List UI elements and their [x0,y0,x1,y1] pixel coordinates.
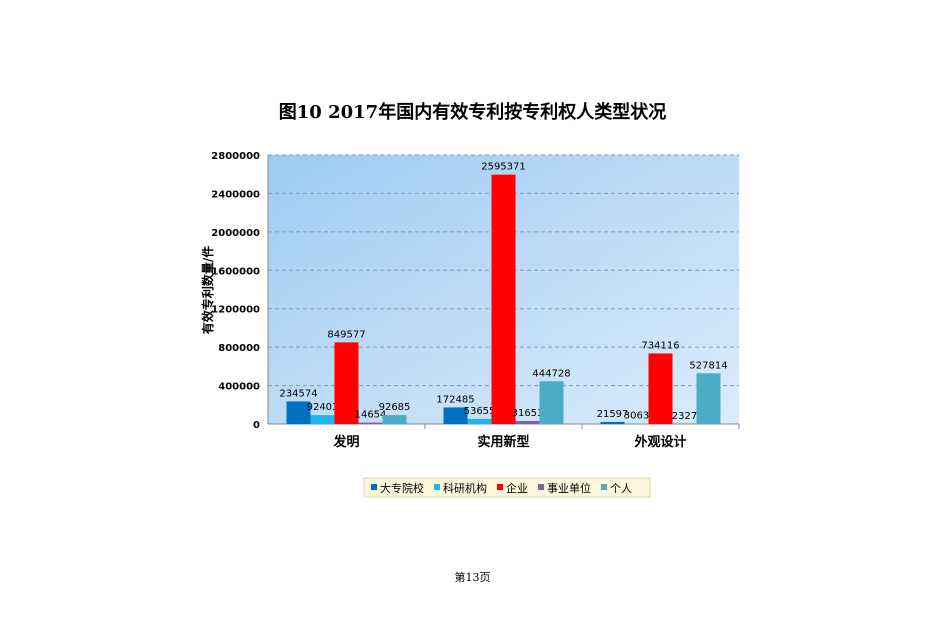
page-number: 第13页 [454,571,491,584]
data-label: 21597 [597,409,629,420]
data-label: 31653 [512,408,544,419]
bar [467,418,492,424]
data-label: 3063 [624,411,649,422]
bar [515,420,540,424]
y-tick-label: 800000 [218,343,260,354]
legend-label: 企业 [506,481,528,495]
data-label: 92403 [307,402,339,413]
legend-swatch [538,484,544,490]
data-label: 2327 [672,411,697,422]
y-tick-label: 1200000 [211,305,260,316]
legend-label: 科研机构 [443,481,487,495]
data-label: 734116 [641,340,679,351]
chart-title: 图10 2017年国内有效专利按专利权人类型状况 [278,102,667,123]
legend-label: 事业单位 [547,481,591,495]
bar [600,421,625,424]
bar [358,422,383,424]
data-label: 234574 [279,388,317,399]
bar [286,401,311,424]
data-label: 172485 [436,394,474,405]
data-label: 2595371 [481,162,526,173]
y-tick-label: 0 [253,420,260,431]
data-label: 53655 [464,406,496,417]
legend-label: 个人 [610,482,632,495]
x-tick-label: 发明 [332,434,359,450]
legend-label: 大专院校 [380,481,424,495]
y-tick-label: 2000000 [211,228,260,239]
bar [491,174,516,424]
y-tick-label: 2400000 [211,189,260,200]
bar [443,407,468,424]
data-label: 92685 [379,402,411,413]
y-tick-label: 400000 [218,382,260,393]
legend [363,477,651,498]
legend-swatch [371,484,377,490]
bar [382,415,407,424]
bar [310,415,335,424]
data-label: 14654 [355,410,387,421]
data-label: 444728 [532,368,570,379]
y-axis-label: 有效专利数量/件 [200,246,215,334]
bar [334,342,359,424]
y-tick-label: 1600000 [211,266,260,277]
legend-swatch [497,484,503,490]
x-tick-label: 实用新型 [477,434,529,450]
bar [696,373,721,424]
data-label: 849577 [327,329,365,340]
bar [539,381,564,424]
legend-swatch [601,484,607,490]
y-tick-label: 2800000 [211,151,260,162]
x-tick-label: 外观设计 [633,434,686,450]
bar [648,353,673,424]
legend-swatch [434,484,440,490]
data-label: 527814 [689,360,727,371]
